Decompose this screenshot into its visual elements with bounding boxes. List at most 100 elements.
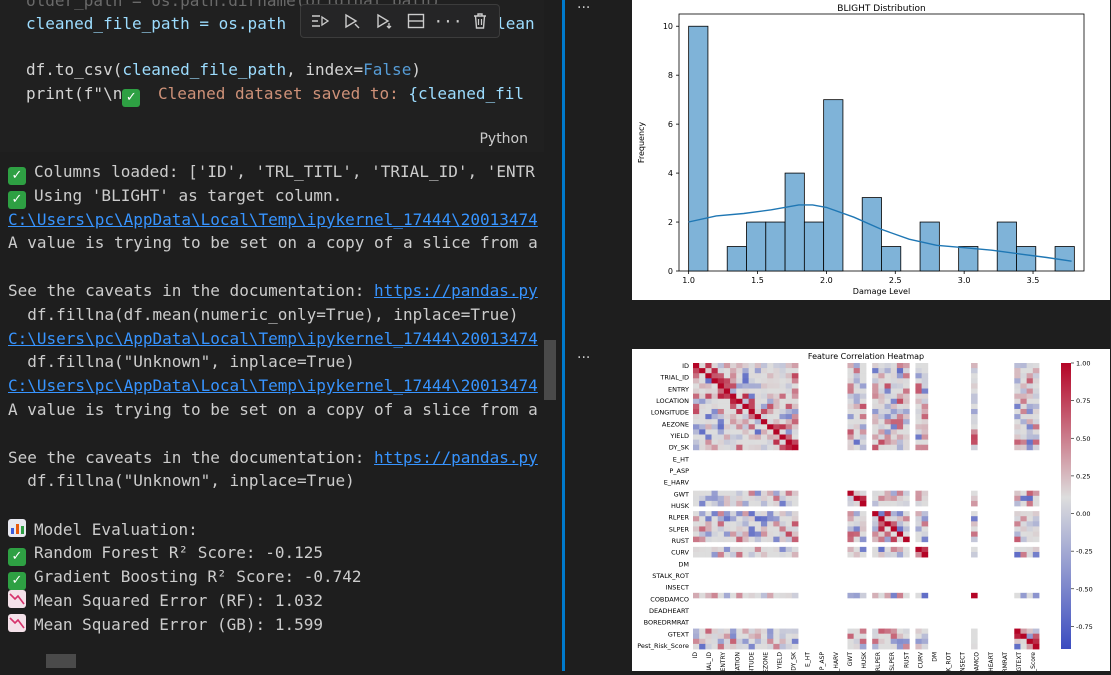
heatmap-cell xyxy=(760,378,768,384)
run-cell-icon[interactable] xyxy=(339,8,365,34)
heatmap-cell xyxy=(859,531,867,538)
heatmap-cell xyxy=(1020,408,1028,415)
heatmap-cell xyxy=(903,363,910,369)
output-more-icon-2[interactable]: ··· xyxy=(577,350,591,366)
heatmap-cell xyxy=(1020,633,1028,640)
code-line-1[interactable]: older_path = os.path.dirname(original_pa… xyxy=(26,0,441,10)
heatmap-cell xyxy=(693,388,700,395)
heatmap-cell xyxy=(903,424,910,430)
heatmap-cell xyxy=(872,429,879,435)
heatmap-cell xyxy=(705,551,712,558)
heatmap-cell xyxy=(878,388,885,395)
heatmap-cell xyxy=(791,490,799,497)
heatmap-cell xyxy=(1032,521,1040,527)
run-above-icon[interactable] xyxy=(307,8,333,34)
documentation-link[interactable]: https://pandas.py xyxy=(374,447,538,467)
column-label: CURV xyxy=(917,651,924,668)
heatmap-cell xyxy=(717,516,725,522)
heatmap-cell xyxy=(785,511,793,517)
code-cell[interactable]: older_path = os.path.dirname(original_pa… xyxy=(0,0,544,152)
heatmap-cell xyxy=(872,628,879,635)
heatmap-cell xyxy=(748,383,756,389)
heatmap-cell xyxy=(711,419,719,425)
vertical-scrollbar[interactable] xyxy=(544,340,556,400)
heatmap-cell xyxy=(791,398,799,405)
heatmap-cell xyxy=(754,414,762,420)
heatmap-cell xyxy=(773,398,780,405)
heatmap-cell xyxy=(717,363,725,369)
heatmap-cell xyxy=(1020,388,1028,395)
heatmap-cell xyxy=(693,398,700,405)
output-line[interactable]: C:\Users\pc\AppData\Local\Temp\ipykernel… xyxy=(8,328,538,348)
heatmap-cell xyxy=(754,408,762,415)
heatmap-cell xyxy=(723,419,731,425)
histogram-chart: 1.0 1.5 2.0 2.5 3.0 3.5 0 2 4 6 8 10 BLIGHT Distribu… xyxy=(637,4,1085,296)
heatmap-cell xyxy=(872,414,879,420)
heatmap-cell xyxy=(847,388,855,395)
run-below-icon[interactable] xyxy=(371,8,397,34)
output-line: See the caveats in the documentation: ht… xyxy=(8,281,538,300)
histogram-bar xyxy=(958,246,979,272)
code-line-3[interactable]: df.to_csv(cleaned_file_path, index=False… xyxy=(26,60,421,79)
cell-language-label[interactable]: Python xyxy=(479,131,528,147)
heatmap-cell xyxy=(853,424,861,430)
heatmap-cell xyxy=(742,439,750,446)
heatmap-cell xyxy=(1026,388,1034,395)
heatmap-cell xyxy=(859,551,867,558)
heatmap-cell xyxy=(921,521,929,527)
heatmap-cell xyxy=(785,398,793,405)
output-line: ✓ Using 'BLIGHT' as target column. xyxy=(8,186,342,210)
heatmap-cell xyxy=(971,388,978,395)
documentation-link[interactable]: https://pandas.py xyxy=(374,281,538,300)
output-line[interactable]: C:\Users\pc\AppData\Local\Temp\ipykernel… xyxy=(8,209,538,229)
heatmap-cell xyxy=(748,429,756,435)
heatmap-cell xyxy=(859,408,867,415)
heatmap-cell xyxy=(859,643,867,650)
heatmap-cell xyxy=(717,521,725,527)
heatmap-cell xyxy=(915,393,923,400)
colorbar-tick-label: -0.75 xyxy=(1076,623,1093,631)
heatmap-cell xyxy=(915,633,923,640)
heatmap-cell xyxy=(711,628,719,635)
code-line-2[interactable]: cleaned_file_path = os.path lean xyxy=(26,14,535,33)
heatmap-cell xyxy=(1032,628,1040,635)
heatmap-cell xyxy=(742,628,750,635)
heatmap-cell xyxy=(705,408,712,415)
heatmap-cell xyxy=(853,388,861,395)
code-line-4[interactable]: print(f"\n ✓ Cleaned dataset saved to: {c… xyxy=(26,84,525,107)
heatmap-cell xyxy=(754,516,762,522)
heatmap-cell xyxy=(767,633,774,640)
heatmap-cell xyxy=(896,638,904,645)
heatmap-cell xyxy=(971,495,978,502)
heatmap-cell xyxy=(773,536,780,543)
x-tick-label: 2.5 xyxy=(889,276,902,285)
output-line[interactable]: C:\Users\pc\AppData\Local\Temp\ipykernel… xyxy=(8,376,538,396)
trash-icon[interactable] xyxy=(467,8,493,34)
heatmap-cell xyxy=(847,363,855,369)
heatmap-cell xyxy=(859,419,867,425)
heatmap-cell xyxy=(971,500,978,507)
heatmap-cell xyxy=(878,546,885,553)
heatmap-cell xyxy=(853,551,861,558)
heatmap-cell xyxy=(1026,398,1034,405)
row-label: TRIAL_ID xyxy=(659,374,689,382)
heatmap-cell xyxy=(878,516,885,522)
heatmap-cell xyxy=(872,592,879,599)
heatmap-cell xyxy=(921,439,929,446)
heatmap-cell xyxy=(779,500,787,507)
heatmap-cell xyxy=(736,551,743,558)
more-icon[interactable]: ··· xyxy=(433,11,463,31)
heatmap-cell xyxy=(791,531,799,538)
heatmap-cell xyxy=(872,368,879,374)
output-more-icon[interactable]: ··· xyxy=(577,0,591,16)
horizontal-scrollbar[interactable] xyxy=(46,654,76,668)
heatmap-cell xyxy=(693,638,700,645)
heatmap-cell xyxy=(853,511,861,517)
heatmap-cell xyxy=(884,551,892,558)
heatmap-cell xyxy=(742,434,750,441)
heatmap-cell xyxy=(921,414,929,420)
heatmap-cell xyxy=(1020,638,1028,645)
heatmap-cell xyxy=(859,526,867,532)
heatmap-cell xyxy=(760,516,768,522)
split-cell-icon[interactable] xyxy=(403,8,429,34)
